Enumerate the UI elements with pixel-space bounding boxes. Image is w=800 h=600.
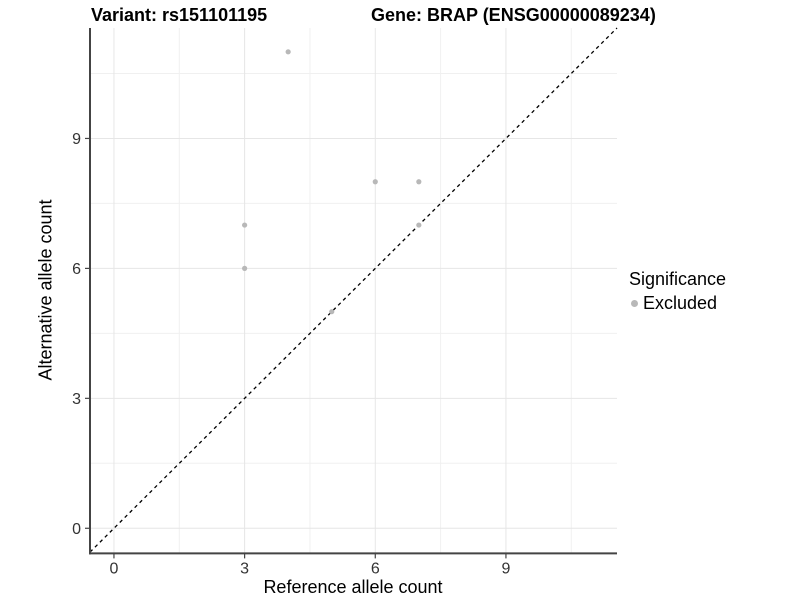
data-point (416, 179, 422, 185)
x-tick-label: 6 (371, 560, 380, 577)
gene-title: Gene: BRAP (ENSG00000089234) (371, 5, 656, 25)
data-point (372, 179, 378, 185)
legend-title: Significance (629, 269, 727, 289)
y-tick-label: 6 (72, 261, 81, 278)
data-point (242, 265, 248, 271)
data-point (285, 49, 291, 55)
legend-item-label: Excluded (643, 293, 718, 313)
identity-line (89, 27, 618, 553)
variant-title: Variant: rs151101195 (91, 5, 268, 25)
y-tick-label: 9 (72, 131, 81, 148)
y-tick-label: 3 (72, 391, 81, 408)
y-tick-label: 0 (72, 521, 81, 538)
y-axis-label: Alternative allele count (35, 199, 56, 381)
data-point (329, 309, 335, 315)
x-tick-label: 3 (240, 560, 249, 577)
x-tick-label: 9 (501, 560, 510, 577)
x-tick-label: 0 (110, 560, 119, 577)
data-point (416, 222, 422, 228)
x-axis-label: Reference allele count (263, 577, 443, 597)
excluded-point-icon (631, 300, 638, 307)
legend-item-excluded: Excluded (629, 293, 726, 314)
data-point (242, 222, 248, 228)
legend: Significance Excluded (629, 269, 726, 314)
